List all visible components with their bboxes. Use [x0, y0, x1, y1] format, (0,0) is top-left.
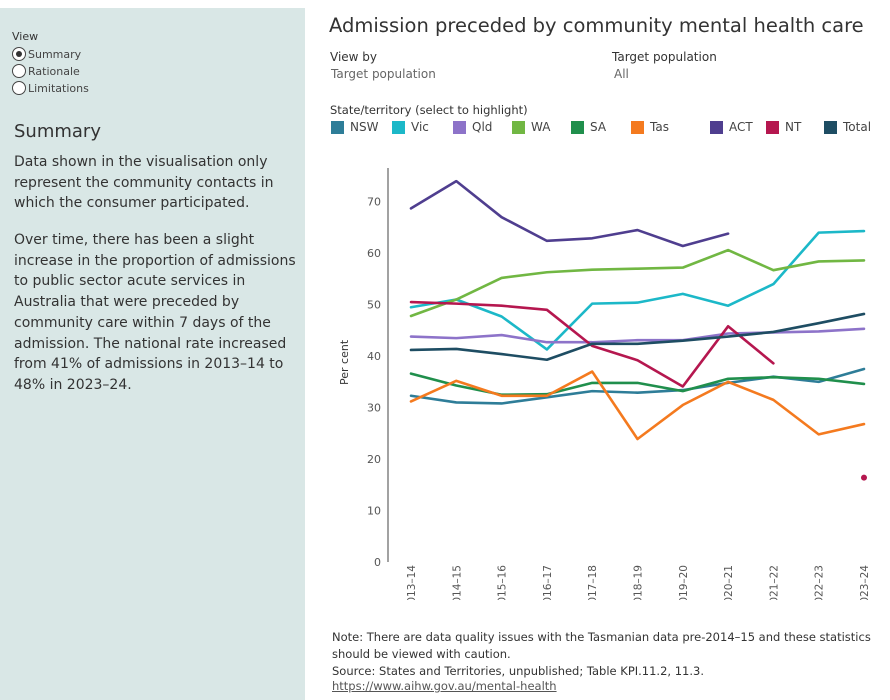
source-link[interactable]: https://www.aihw.gov.au/mental-health: [332, 679, 557, 693]
legend-item-act[interactable]: ACT: [710, 120, 753, 134]
legend-item-vic[interactable]: Vic: [392, 120, 429, 134]
y-axis-label: Per cent: [338, 339, 351, 385]
data-point-nt: [861, 474, 867, 481]
sidebar-title: Summary: [14, 121, 101, 142]
x-tick-label: 2016–17: [542, 565, 554, 600]
source-note: Source: States and Territories, unpublis…: [332, 664, 704, 678]
y-tick-label: 10: [367, 505, 381, 518]
y-tick-label: 60: [367, 247, 381, 260]
legend-swatch[interactable]: [710, 120, 723, 134]
y-tick-label: 20: [367, 453, 381, 466]
legend: NSW Vic Qld WA SA Tas ACT NT Total: [331, 120, 890, 136]
series-line-total: [409, 312, 866, 362]
radio-summary[interactable]: Summary: [12, 47, 81, 61]
series-line-act: [409, 179, 730, 248]
legend-item-sa[interactable]: SA: [571, 120, 606, 134]
legend-title: State/territory (select to highlight): [330, 103, 528, 117]
legend-item-nsw[interactable]: NSW: [331, 120, 378, 134]
legend-swatch[interactable]: [766, 120, 779, 134]
target-population-label: Target population: [612, 50, 717, 64]
legend-swatch[interactable]: [571, 120, 584, 134]
x-tick-label: 2018–19: [633, 565, 645, 600]
radio-limitations-label[interactable]: Limitations: [28, 81, 89, 95]
radio-rationale[interactable]: Rationale: [12, 64, 80, 78]
target-population-dropdown[interactable]: All: [614, 67, 629, 81]
x-tick-label: 2022–23: [814, 565, 826, 600]
radio-limitations[interactable]: Limitations: [12, 81, 89, 95]
legend-item-qld[interactable]: Qld: [453, 120, 492, 134]
summary-paragraph-1: Data shown in the visualisation only rep…: [14, 154, 274, 212]
legend-label[interactable]: Total: [843, 120, 872, 134]
legend-label[interactable]: NSW: [350, 120, 379, 134]
series-line-nt: [409, 300, 775, 388]
y-tick-label: 0: [374, 556, 381, 569]
radio-rationale-label[interactable]: Rationale: [28, 64, 80, 78]
view-by-dropdown[interactable]: Target population: [331, 67, 436, 81]
page-title: Admission preceded by community mental h…: [329, 14, 864, 37]
summary-paragraph-2: Over time, there has been a slight incre…: [14, 232, 296, 393]
radio-unchecked-icon[interactable]: [12, 64, 26, 78]
footnote: Note: There are data quality issues with…: [332, 630, 871, 661]
legend-item-wa[interactable]: WA: [512, 120, 550, 134]
radio-unchecked-icon[interactable]: [12, 81, 26, 95]
legend-item-nt[interactable]: NT: [766, 120, 801, 134]
series-line-tas: [409, 370, 866, 441]
legend-label[interactable]: SA: [590, 120, 607, 134]
legend-label[interactable]: ACT: [729, 120, 753, 134]
legend-swatch[interactable]: [331, 120, 344, 134]
x-tick-label: 2014–15: [451, 565, 463, 600]
sidebar-panel: View Summary Rationale Limitations Summa…: [0, 8, 305, 700]
radio-checked-icon[interactable]: [12, 47, 26, 61]
y-tick-label: 50: [367, 299, 381, 312]
view-by-label: View by: [330, 50, 378, 64]
y-tick-label: 40: [367, 350, 381, 363]
series-line-wa: [409, 248, 866, 318]
legend-swatch[interactable]: [392, 120, 405, 134]
x-tick-label: 2015–16: [497, 565, 509, 600]
line-chart: 0 10 20 30 40 50 60 70 2013–14 2014–15 2015–16 2016…: [367, 168, 871, 600]
x-tick-label: 2021–22: [768, 565, 780, 600]
legend-swatch[interactable]: [512, 120, 525, 134]
legend-label[interactable]: Tas: [650, 120, 669, 134]
legend-item-tas[interactable]: Tas: [631, 120, 669, 134]
series-line-qld: [409, 327, 866, 344]
legend-swatch[interactable]: [631, 120, 644, 134]
series-line-nsw: [409, 367, 866, 405]
y-tick-label: 70: [367, 196, 381, 209]
legend-label[interactable]: Vic: [411, 120, 429, 134]
legend-label[interactable]: Qld: [472, 120, 493, 134]
legend-label[interactable]: NT: [785, 120, 802, 134]
legend-label[interactable]: WA: [531, 120, 551, 134]
radio-summary-label[interactable]: Summary: [28, 47, 82, 61]
view-label: View: [12, 30, 39, 43]
x-tick-label: 2013–14: [406, 565, 418, 600]
x-tick-label: 2017–18: [587, 565, 599, 600]
x-tick-label: 2019–20: [678, 565, 690, 600]
legend-swatch[interactable]: [824, 120, 837, 134]
x-tick-label: 2023–24: [859, 565, 871, 600]
legend-swatch[interactable]: [453, 120, 466, 134]
legend-item-total[interactable]: Total: [824, 120, 871, 134]
x-tick-label: 2020–21: [723, 565, 735, 600]
y-tick-label: 30: [367, 402, 381, 415]
